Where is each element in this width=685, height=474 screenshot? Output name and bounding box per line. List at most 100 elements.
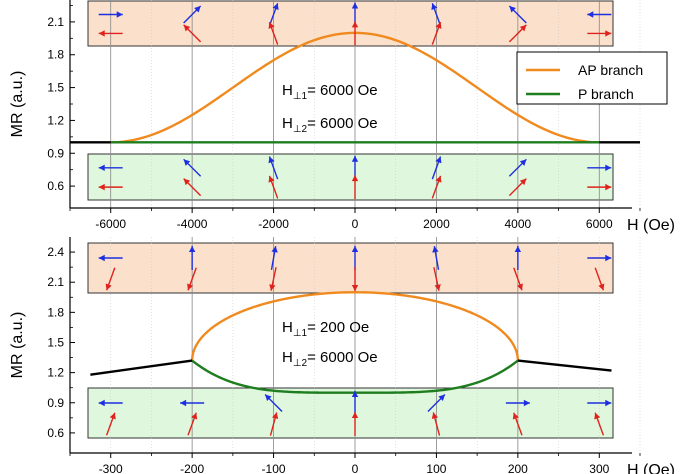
x-tick-label: 100 [426, 462, 446, 474]
spin-arrow-red-head [351, 285, 359, 291]
y-tick-label: 2.4 [47, 245, 64, 259]
spin-arrow-red-head [268, 175, 275, 183]
spin-arrow-red-head [351, 175, 359, 182]
spin-arrow-blue-head [509, 6, 516, 13]
spin-arrow-blue-head [271, 246, 278, 253]
y-tick-label: 0.9 [47, 146, 64, 160]
spin-arrow-blue-head [194, 6, 201, 13]
x-tick-label: -300 [99, 462, 123, 474]
spin-arrow-blue-head [523, 399, 530, 407]
spin-arrow-red-head [605, 30, 612, 37]
legend-label: AP branch [578, 62, 643, 78]
legend: AP branch P branch [516, 51, 668, 105]
spin-arrow-red-head [183, 178, 191, 186]
spin-arrow-blue-head [265, 394, 272, 402]
x-tick-label: 200 [508, 462, 528, 474]
spin-arrow-red-head [269, 284, 276, 291]
arrow-box-top [87, 0, 614, 47]
spin-arrow-blue-head [98, 254, 105, 262]
spin-arrow-red-head [272, 412, 279, 420]
spin-arrow-red-head [351, 21, 359, 28]
y-tick-label: 1.2 [47, 366, 64, 380]
y-tick-label: 0.6 [47, 179, 64, 193]
y-tick-label: 2.1 [47, 275, 64, 289]
spin-arrow-red-head [594, 412, 601, 420]
legend-label: P branch [578, 86, 634, 102]
x-tick-label: -2000 [258, 217, 289, 231]
x-tick-label: 0 [352, 217, 359, 231]
spin-arrow-blue-head [188, 246, 196, 252]
legend-box [516, 51, 668, 105]
y-axis-label: MR (a.u.) [9, 312, 26, 379]
spin-arrow-red-head [191, 412, 198, 420]
spin-arrow-blue-head [587, 11, 594, 18]
spin-arrow-blue-head [183, 159, 191, 166]
spin-arrow-blue-head [605, 254, 612, 262]
spin-arrow-blue-head [438, 394, 445, 402]
spin-arrow-blue-head [519, 159, 527, 166]
spin-arrow-red-head [105, 283, 112, 291]
y-tick-label: 1.8 [47, 48, 64, 62]
arrow-box-top [87, 242, 614, 294]
spin-arrow-red-head [431, 412, 438, 420]
x-tick-label: -100 [262, 462, 286, 474]
black-segment [517, 359, 612, 372]
spin-arrow-red-head [434, 284, 441, 291]
ap-branch-line [190, 291, 520, 361]
spin-arrow-red-head [435, 22, 442, 29]
x-axis-label: H (Oe) [627, 217, 675, 234]
spin-arrow-red-head [268, 22, 275, 29]
spin-arrow-red-head [98, 30, 105, 37]
x-tick-label: -6000 [95, 217, 126, 231]
spin-arrow-blue-head [435, 156, 442, 164]
field-annotation: H⊥2= 6000 Oe [282, 115, 378, 135]
spin-arrow-red-head [187, 283, 194, 291]
spin-arrow-red-head [519, 178, 527, 186]
spin-arrow-red-head [183, 24, 191, 32]
spin-arrow-blue-head [431, 3, 438, 10]
x-axis-label: H (Oe) [627, 462, 675, 474]
spin-arrow-blue-head [180, 399, 187, 407]
black-segment [90, 359, 193, 376]
spin-arrow-blue-head [514, 246, 522, 252]
chart-panel-2: 0.6 0.9 1.2 1.5 1.8 2.1 2.4 -300 -200 -100 0 100 200… [9, 237, 675, 474]
arrow-box-bottom [87, 153, 614, 201]
y-tick-label: 1.8 [47, 305, 64, 319]
field-annotation: H⊥2= 6000 Oe [282, 349, 378, 369]
spin-arrow-red-head [109, 412, 116, 420]
spin-arrow-red-head [598, 283, 605, 291]
y-axis-label: MR (a.u.) [9, 71, 26, 138]
spin-arrow-blue-head [351, 2, 359, 9]
x-tick-label: 300 [589, 462, 609, 474]
y-tick-label: 0.9 [47, 396, 64, 410]
spin-arrow-blue-head [605, 399, 612, 407]
y-tick-label: 0.6 [47, 426, 64, 440]
field-annotation: H⊥1= 6000 Oe [282, 82, 378, 102]
x-tick-label: 4000 [505, 217, 532, 231]
spin-arrow-red-head [512, 412, 519, 420]
spin-arrow-red-head [351, 412, 359, 418]
x-tick-label: 6000 [586, 217, 613, 231]
spin-arrow-red-head [435, 175, 442, 183]
x-tick-label: 0 [352, 462, 359, 474]
spin-arrow-blue-head [98, 164, 105, 171]
spin-arrow-red-head [98, 183, 105, 191]
spin-arrow-blue-head [351, 155, 359, 162]
spin-arrow-blue-head [605, 164, 612, 171]
y-tick-label: 1.5 [47, 81, 64, 95]
spin-arrow-blue-head [351, 391, 359, 397]
arrow-box-bottom [87, 387, 614, 439]
spin-arrow-blue-head [432, 246, 439, 253]
spin-arrow-blue-head [268, 156, 275, 164]
spin-arrow-red-head [605, 183, 612, 191]
field-annotation: H⊥1= 200 Oe [282, 319, 369, 339]
x-tick-label: 2000 [423, 217, 450, 231]
y-tick-label: 2.1 [47, 15, 64, 29]
y-tick-label: 1.2 [47, 113, 64, 127]
spin-arrow-red-head [516, 283, 523, 291]
spin-arrow-red-head [519, 24, 527, 32]
x-tick-label: -4000 [177, 217, 208, 231]
spin-arrow-blue-head [351, 246, 359, 252]
spin-arrow-blue-head [98, 399, 105, 407]
